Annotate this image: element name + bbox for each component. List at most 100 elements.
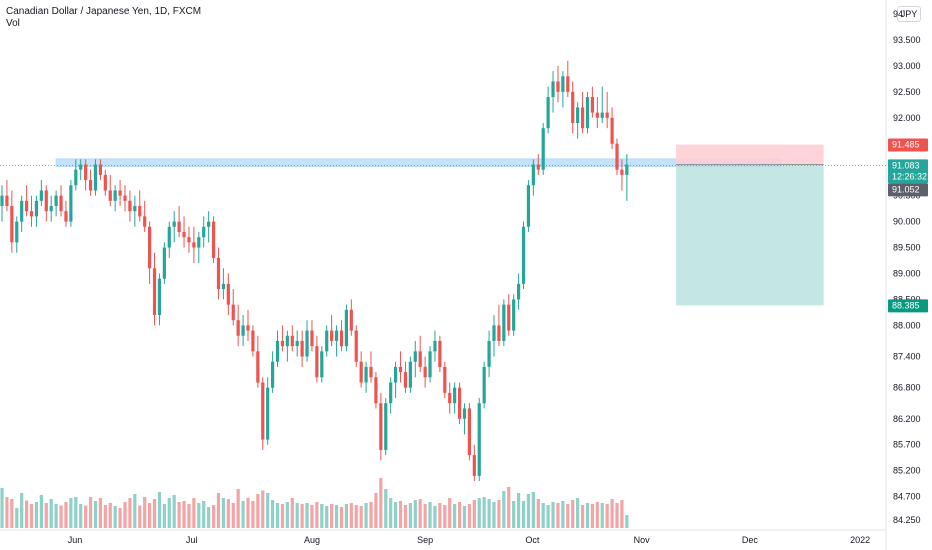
- volume-bar: [438, 503, 442, 528]
- candle: [251, 325, 255, 357]
- volume-bar: [502, 491, 506, 528]
- y-tick-label: 92.500: [893, 87, 921, 97]
- candle: [571, 81, 575, 134]
- volume-bar: [315, 502, 319, 528]
- volume-bar: [428, 502, 432, 528]
- volume-bar: [369, 502, 373, 528]
- volume-bar: [453, 504, 457, 528]
- candle: [531, 159, 535, 196]
- candle: [364, 361, 368, 393]
- volume-bar: [344, 504, 348, 528]
- candle-body: [29, 211, 34, 217]
- candle: [320, 346, 324, 383]
- candle: [467, 403, 471, 461]
- candle-body: [492, 325, 496, 341]
- candle: [359, 351, 363, 388]
- candle: [403, 361, 408, 393]
- candle: [20, 195, 24, 232]
- volume-bar: [5, 497, 9, 528]
- volume-bar: [349, 503, 353, 528]
- candle-body: [34, 200, 39, 217]
- candle-body: [226, 283, 230, 305]
- volume-bar: [211, 505, 216, 528]
- candle: [108, 174, 112, 207]
- candle: [285, 330, 289, 362]
- candle: [413, 340, 417, 378]
- volume-bar: [172, 495, 176, 528]
- candle-body: [487, 340, 491, 367]
- candle-body: [280, 340, 285, 347]
- volume-bar: [266, 493, 270, 528]
- candle: [221, 268, 225, 300]
- current-price-tag-bg: [888, 159, 928, 184]
- candle: [226, 273, 230, 316]
- candle: [536, 154, 540, 175]
- stop-price-tag-text: 91.485: [892, 140, 920, 150]
- candle-body: [369, 366, 373, 378]
- volume-bar: [34, 502, 39, 528]
- volume-bar: [394, 502, 398, 528]
- candle-body: [467, 408, 471, 456]
- candle-body: [79, 164, 83, 170]
- candle-body: [103, 174, 107, 191]
- candle-body: [531, 164, 535, 186]
- volume-bar: [300, 504, 304, 528]
- candle: [620, 159, 624, 191]
- candle: [128, 190, 132, 222]
- volume-bar: [93, 501, 98, 528]
- x-tick-label: Nov: [634, 535, 651, 545]
- candle: [79, 159, 83, 181]
- candle-body: [300, 340, 304, 357]
- candle-body: [148, 226, 152, 269]
- candle-body: [423, 366, 427, 378]
- take-profit-zone: [676, 164, 824, 306]
- candle-body: [25, 200, 29, 212]
- y-tick-label: 85.700: [893, 440, 921, 450]
- volume-bar: [207, 507, 211, 528]
- volume-bar: [334, 505, 339, 528]
- candle: [610, 107, 614, 149]
- candle: [497, 304, 501, 347]
- candle: [123, 185, 127, 212]
- volume-bar: [541, 503, 545, 528]
- candle: [211, 216, 216, 264]
- candle-body: [389, 382, 393, 404]
- candle: [271, 351, 275, 393]
- volume-bar: [280, 504, 285, 528]
- candle-body: [251, 330, 255, 352]
- chart-header: Canadian Dollar / Japanese Yen, 1D, FXCM…: [6, 6, 201, 30]
- candle-body: [44, 190, 48, 212]
- candle-body: [477, 403, 481, 476]
- volume-bar: [580, 505, 585, 528]
- candle: [423, 356, 427, 388]
- volume-bar: [241, 501, 245, 528]
- candle: [295, 330, 299, 357]
- candle: [261, 377, 265, 450]
- currency-badge[interactable]: JPY: [897, 6, 921, 22]
- volume-bar: [251, 501, 255, 528]
- volume-bar: [98, 498, 102, 528]
- candle: [157, 273, 162, 326]
- candle: [98, 159, 102, 181]
- volume-bar: [128, 498, 132, 528]
- candle: [15, 216, 19, 253]
- volume-bar: [585, 503, 590, 528]
- candle-body: [64, 211, 68, 222]
- candle-body: [10, 206, 14, 243]
- volume-bar: [25, 500, 29, 528]
- volume-bar: [551, 502, 555, 528]
- candle: [487, 330, 491, 378]
- candle-body: [246, 325, 250, 331]
- candle: [339, 320, 344, 352]
- prev-close-tag-text: 91.052: [892, 184, 920, 194]
- candle-body: [152, 268, 157, 316]
- volume-bar: [379, 478, 383, 528]
- volume-bar: [477, 498, 481, 528]
- volume-bar: [536, 499, 540, 528]
- volume-bar: [576, 498, 580, 528]
- candle: [290, 325, 294, 352]
- candle: [585, 91, 590, 134]
- candle-body: [162, 247, 166, 279]
- volume-bar: [79, 504, 83, 528]
